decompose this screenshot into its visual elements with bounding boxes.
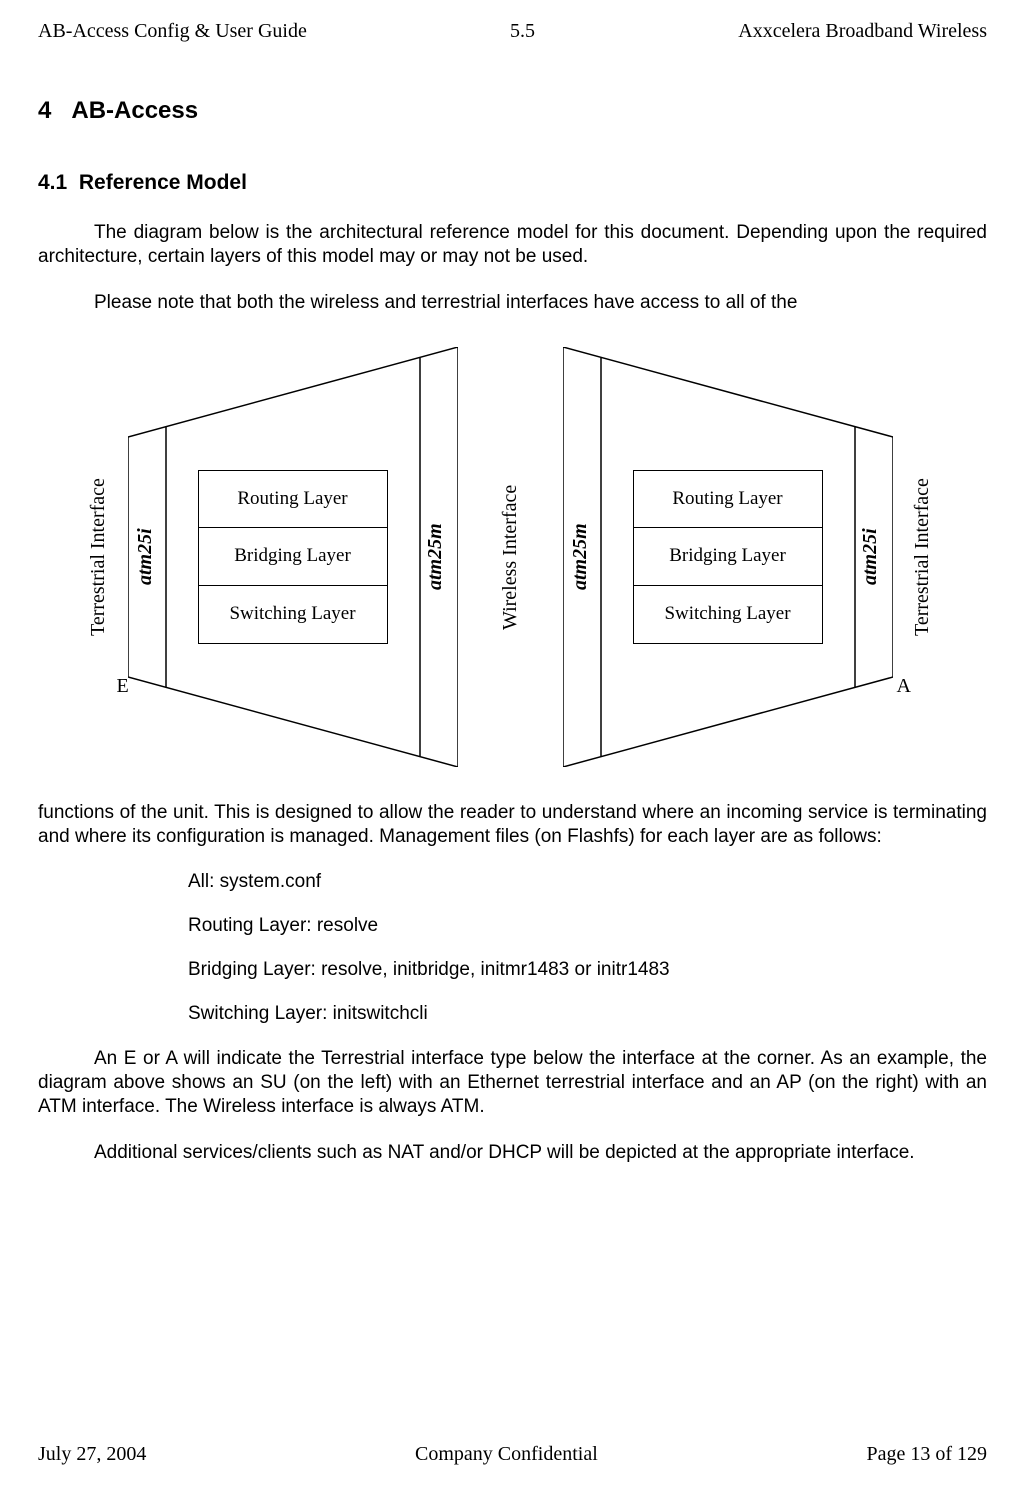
subsection-number: 4.1: [38, 171, 67, 194]
paragraph-3: functions of the unit. This is designed …: [38, 801, 987, 849]
label-terrestrial-left: Terrestrial Interface: [87, 457, 110, 657]
right-layer-stack: Routing Layer Bridging Layer Switching L…: [633, 470, 823, 644]
page-header: AB-Access Config & User Guide 5.5 Axxcel…: [38, 20, 987, 43]
section-heading: 4 AB-Access: [38, 97, 987, 125]
corner-E: E: [117, 675, 129, 698]
label-terrestrial-right: Terrestrial Interface: [911, 457, 934, 657]
list-item-bridging: Bridging Layer: resolve, initbridge, ini…: [188, 959, 987, 981]
paragraph-3-text: functions of the unit. This is designed …: [38, 802, 987, 847]
label-atm25i-left: atm25i: [134, 517, 157, 597]
config-files-list: All: system.conf Routing Layer: resolve …: [188, 871, 987, 1025]
list-item-switching: Switching Layer: initswitchcli: [188, 1003, 987, 1025]
left-unit: atm25i atm25m Routing Layer Bridging Lay…: [128, 347, 458, 767]
paragraph-2: Please note that both the wireless and t…: [38, 291, 987, 315]
header-center: 5.5: [510, 20, 535, 43]
corner-A: A: [897, 675, 911, 698]
page-footer: July 27, 2004 Company Confidential Page …: [38, 1443, 987, 1466]
left-routing-layer: Routing Layer: [198, 470, 388, 528]
left-layer-stack: Routing Layer Bridging Layer Switching L…: [198, 470, 388, 644]
paragraph-5: Additional services/clients such as NAT …: [38, 1141, 987, 1165]
right-unit: atm25m atm25i Routing Layer Bridging Lay…: [563, 347, 893, 767]
subsection-title: Reference Model: [79, 171, 247, 194]
left-switching-layer: Switching Layer: [198, 586, 388, 644]
paragraph-2-text: Please note that both the wireless and t…: [94, 292, 797, 313]
label-wireless: Wireless Interface: [499, 457, 522, 657]
footer-left: July 27, 2004: [38, 1443, 146, 1466]
paragraph-1: The diagram below is the architectural r…: [38, 221, 987, 269]
right-bridging-layer: Bridging Layer: [633, 528, 823, 586]
header-right: Axxcelera Broadband Wireless: [738, 20, 987, 43]
list-item-routing: Routing Layer: resolve: [188, 915, 987, 937]
right-switching-layer: Switching Layer: [633, 586, 823, 644]
header-left: AB-Access Config & User Guide: [38, 20, 307, 43]
label-atm25m-right: atm25m: [569, 517, 592, 597]
reference-model-diagram: Terrestrial Interface Wireless Interface…: [93, 337, 933, 777]
right-routing-layer: Routing Layer: [633, 470, 823, 528]
paragraph-5-text: Additional services/clients such as NAT …: [94, 1142, 915, 1163]
label-atm25i-right: atm25i: [859, 517, 882, 597]
section-number: 4: [38, 97, 51, 124]
list-item-all: All: system.conf: [188, 871, 987, 893]
footer-right: Page 13 of 129: [866, 1443, 987, 1466]
paragraph-4-text: An E or A will indicate the Terrestrial …: [38, 1048, 987, 1117]
section-title: AB-Access: [71, 97, 198, 124]
footer-center: Company Confidential: [415, 1443, 598, 1466]
subsection-heading: 4.1 Reference Model: [38, 171, 987, 195]
left-bridging-layer: Bridging Layer: [198, 528, 388, 586]
paragraph-1-text: The diagram below is the architectural r…: [38, 222, 987, 267]
paragraph-4: An E or A will indicate the Terrestrial …: [38, 1047, 987, 1119]
label-atm25m-left: atm25m: [424, 517, 447, 597]
